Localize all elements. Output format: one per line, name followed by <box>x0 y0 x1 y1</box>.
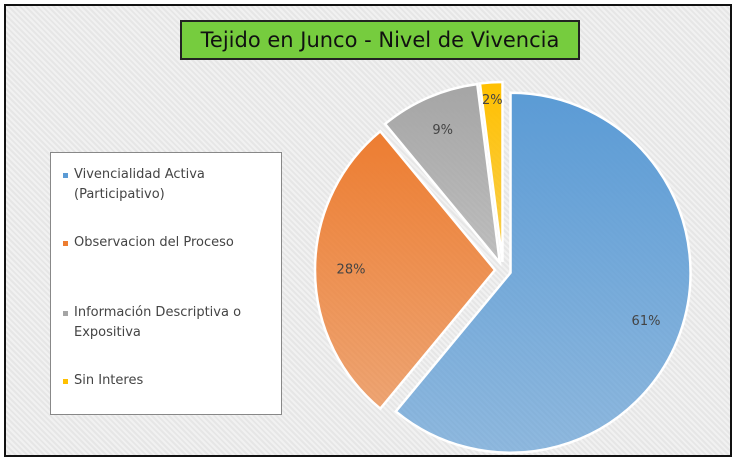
legend-label: Información Descriptiva o Expositiva <box>74 305 242 340</box>
legend-label: Sin Interes <box>74 373 144 388</box>
legend: Vivencialidad Activa (Participativo) Obse… <box>50 152 282 415</box>
legend-entry: Observacion del Proceso <box>63 233 275 253</box>
legend-entry: Sin Interes <box>63 371 275 391</box>
legend-label: Observacion del Proceso <box>74 235 234 250</box>
data-label: 28% <box>337 263 366 278</box>
legend-swatch <box>63 379 68 384</box>
chart-title: Tejido en Junco - Nivel de Vivencia <box>180 20 580 60</box>
legend-swatch <box>63 311 68 316</box>
data-label: 9% <box>432 123 453 138</box>
legend-swatch <box>63 173 68 178</box>
pie-slice <box>313 129 497 411</box>
pie-slice <box>478 80 504 263</box>
legend-entry: Información Descriptiva o Expositiva <box>63 303 275 343</box>
legend-label: Vivencialidad Activa (Participativo) <box>74 167 205 202</box>
data-label: 2% <box>482 93 503 108</box>
pie-slice <box>394 91 692 454</box>
legend-swatch <box>63 241 68 246</box>
pie-slice <box>383 82 502 267</box>
legend-entry: Vivencialidad Activa (Participativo) <box>63 165 275 205</box>
data-label: 61% <box>632 314 661 329</box>
